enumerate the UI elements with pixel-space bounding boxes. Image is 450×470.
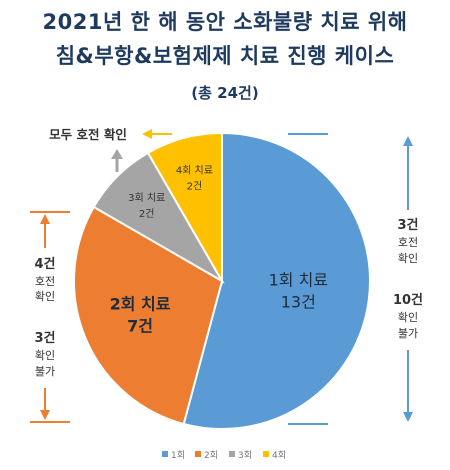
chart-title-line2: 침&부항&보험제제 치료 진행 케이스: [55, 44, 395, 68]
chart-title-line1: 2021년 한 해 동안 소화불량 치료 위해: [42, 10, 408, 34]
chart-subtitle: (총 24건): [191, 84, 259, 102]
slice-label-1-count: 13건: [281, 293, 316, 312]
right-note-word1: 호전: [398, 236, 418, 249]
right-note-count1: 3건: [397, 217, 418, 233]
yellow-arrow-left-icon: [142, 129, 152, 139]
slice-label-2-title: 2회 치료: [110, 295, 171, 314]
legend-swatch-3: [229, 451, 235, 457]
left-note-word3: 확인: [35, 349, 55, 362]
legend-swatch-1: [162, 451, 168, 457]
legend-label-2: 2회: [204, 450, 218, 461]
right-arrow-up-icon: [403, 136, 413, 146]
right-note-backing: [388, 210, 428, 350]
legend-label-3: 3회: [238, 450, 252, 461]
slice-label-4-title: 4회 치료: [176, 165, 213, 177]
left-arrow-up-icon: [40, 214, 50, 224]
legend-label-1: 1회: [171, 450, 185, 461]
right-note-count2: 10건: [393, 292, 423, 308]
left-note-word4: 불가: [35, 365, 55, 378]
pie-slice-1: [182, 131, 371, 430]
right-note-word4: 불가: [398, 327, 418, 340]
top-note: 모두 호전 확인: [49, 127, 127, 142]
left-note-count2: 3건: [34, 330, 55, 346]
top-arrows: [111, 129, 172, 172]
slice-label-1-title: 1회 치료: [269, 271, 328, 290]
pie-slice-4: [146, 131, 223, 285]
left-arrow-down-icon: [40, 410, 50, 420]
left-note-word2: 확인: [35, 290, 55, 303]
legend-swatch-2: [195, 451, 201, 457]
right-note-word2: 확인: [398, 252, 418, 265]
right-bracket: [288, 133, 428, 425]
legend-swatch-4: [263, 451, 269, 457]
right-arrow-down-icon: [403, 412, 413, 422]
slice-label-3-title: 3회 치료: [128, 192, 165, 204]
slice-label-4-count: 2건: [187, 181, 203, 193]
left-note-count1: 4건: [34, 256, 55, 272]
legend-label-4: 4회: [272, 450, 286, 461]
chart-legend: 1회 2회 3회 4회: [162, 450, 286, 461]
right-note-word3: 확인: [398, 311, 418, 324]
pie-slices: [73, 131, 371, 430]
left-note-backing: [28, 248, 64, 388]
left-note-word1: 호전: [35, 275, 55, 288]
slice-label-2-count: 7건: [127, 317, 153, 336]
grey-arrow-up-icon: [111, 149, 123, 159]
left-bracket: [28, 211, 70, 423]
slice-labels: 1회 치료 13건 2회 치료 7건 3회 치료 2건 4회 치료 2건: [110, 165, 328, 336]
pie-slice-2: [73, 205, 224, 426]
slice-label-3-count: 2건: [139, 208, 155, 220]
